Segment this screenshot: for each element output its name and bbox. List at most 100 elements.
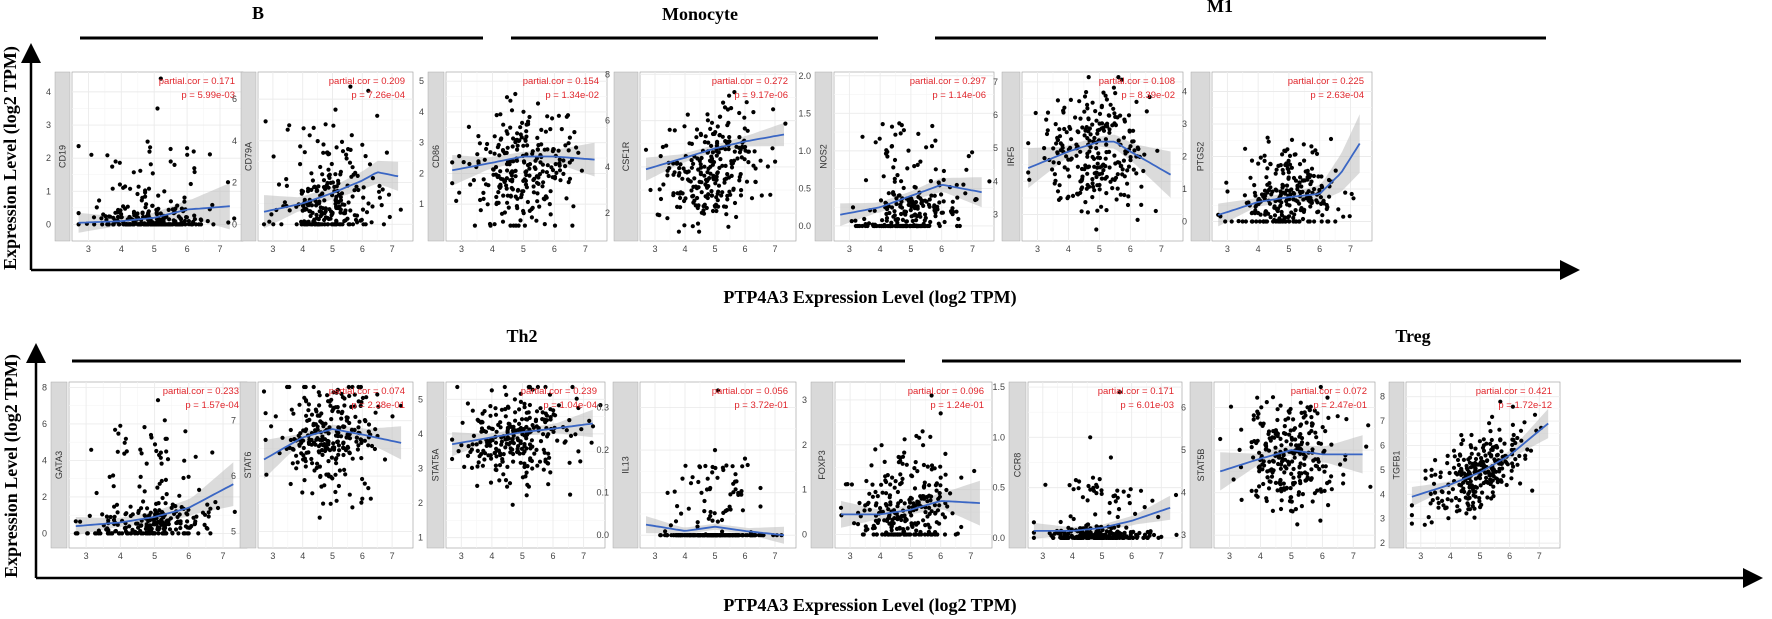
data-point [486,453,491,458]
data-point [900,217,906,222]
data-point [941,168,947,174]
data-point [524,122,529,127]
data-point [503,414,508,419]
data-point [193,454,198,459]
data-point [1445,453,1450,458]
data-point [366,422,372,427]
partial-cor-label-irf5: partial.cor = 0.108 [1099,76,1175,87]
data-point [215,505,221,511]
data-point [705,118,711,123]
data-point [1444,505,1449,510]
data-point [733,472,738,477]
x-tick-label: 5 [1289,551,1294,561]
data-point [1045,128,1050,133]
data-point [329,161,334,167]
data-point [362,438,367,443]
data-point [1484,441,1489,446]
data-point [484,443,489,448]
data-point [157,508,162,513]
x-tick-label: 7 [217,244,222,254]
data-point [1150,498,1155,503]
data-point [1147,94,1152,100]
data-point [1099,204,1104,209]
data-point [361,195,366,200]
data-point [1510,422,1515,427]
data-point [711,175,716,180]
data-point [508,98,513,103]
data-point [705,112,710,117]
data-point [886,191,891,196]
data-point [183,222,188,227]
gene-label-tgfb1: TGFB1 [1392,450,1402,479]
data-point [1450,487,1455,492]
data-point [506,421,511,426]
data-point [906,532,912,537]
data-point [333,107,338,112]
data-point [876,518,882,523]
data-point [291,411,296,416]
data-point [728,192,733,197]
data-point [880,218,885,223]
strip-nos2 [814,71,833,242]
points-stat5b [1218,384,1373,527]
gene-label-stat5b: STAT5B [1196,449,1206,482]
data-point [1066,194,1071,199]
data-point [1310,150,1315,155]
data-point [1099,491,1104,496]
data-point [1272,213,1278,218]
data-point [495,145,500,150]
data-point [1085,106,1090,111]
data-point [145,506,150,511]
data-point [1062,126,1067,132]
data-point [1301,415,1306,420]
y-tick-label: 4 [605,162,610,172]
data-point [232,509,237,514]
row1-y-axis-title: Expression Level (log2 TPM) [0,46,21,270]
y-tick-label: 0.5 [992,483,1005,493]
data-point [318,164,323,170]
data-point [1031,520,1036,525]
data-point [1043,482,1048,487]
data-point [865,502,870,507]
data-point [1476,452,1481,457]
y-tick-label: 0 [42,528,47,538]
data-point [1094,534,1099,539]
data-point [1252,190,1257,195]
data-point [145,212,151,217]
data-point [551,408,556,413]
data-point [744,100,749,105]
data-point [702,173,707,178]
data-point [196,222,201,227]
data-point [1090,177,1095,182]
data-point [740,508,746,513]
data-point [550,116,555,121]
data-point [887,210,892,216]
data-point [1270,395,1276,400]
data-point [359,500,364,505]
data-point [885,517,890,522]
data-point [746,160,751,165]
data-point [524,169,529,174]
data-point [867,491,872,496]
data-point [689,141,695,146]
data-point [1309,467,1314,472]
data-point [1067,483,1072,488]
data-point [1228,404,1234,409]
data-point [1308,477,1313,482]
data-point [1122,119,1127,124]
data-point [1091,534,1096,539]
data-point [377,183,382,189]
data-point [1343,457,1348,462]
data-point [917,213,922,218]
data-point [331,123,336,128]
data-point [1295,199,1300,204]
data-point [740,464,745,469]
p-value-label-cd19: p = 5.99e-03 [181,90,235,101]
data-point [1116,75,1121,80]
data-point [710,131,716,137]
data-point [927,511,932,516]
data-point [1318,441,1324,446]
data-point [159,478,164,484]
data-point [1458,453,1463,458]
data-point [125,204,130,209]
